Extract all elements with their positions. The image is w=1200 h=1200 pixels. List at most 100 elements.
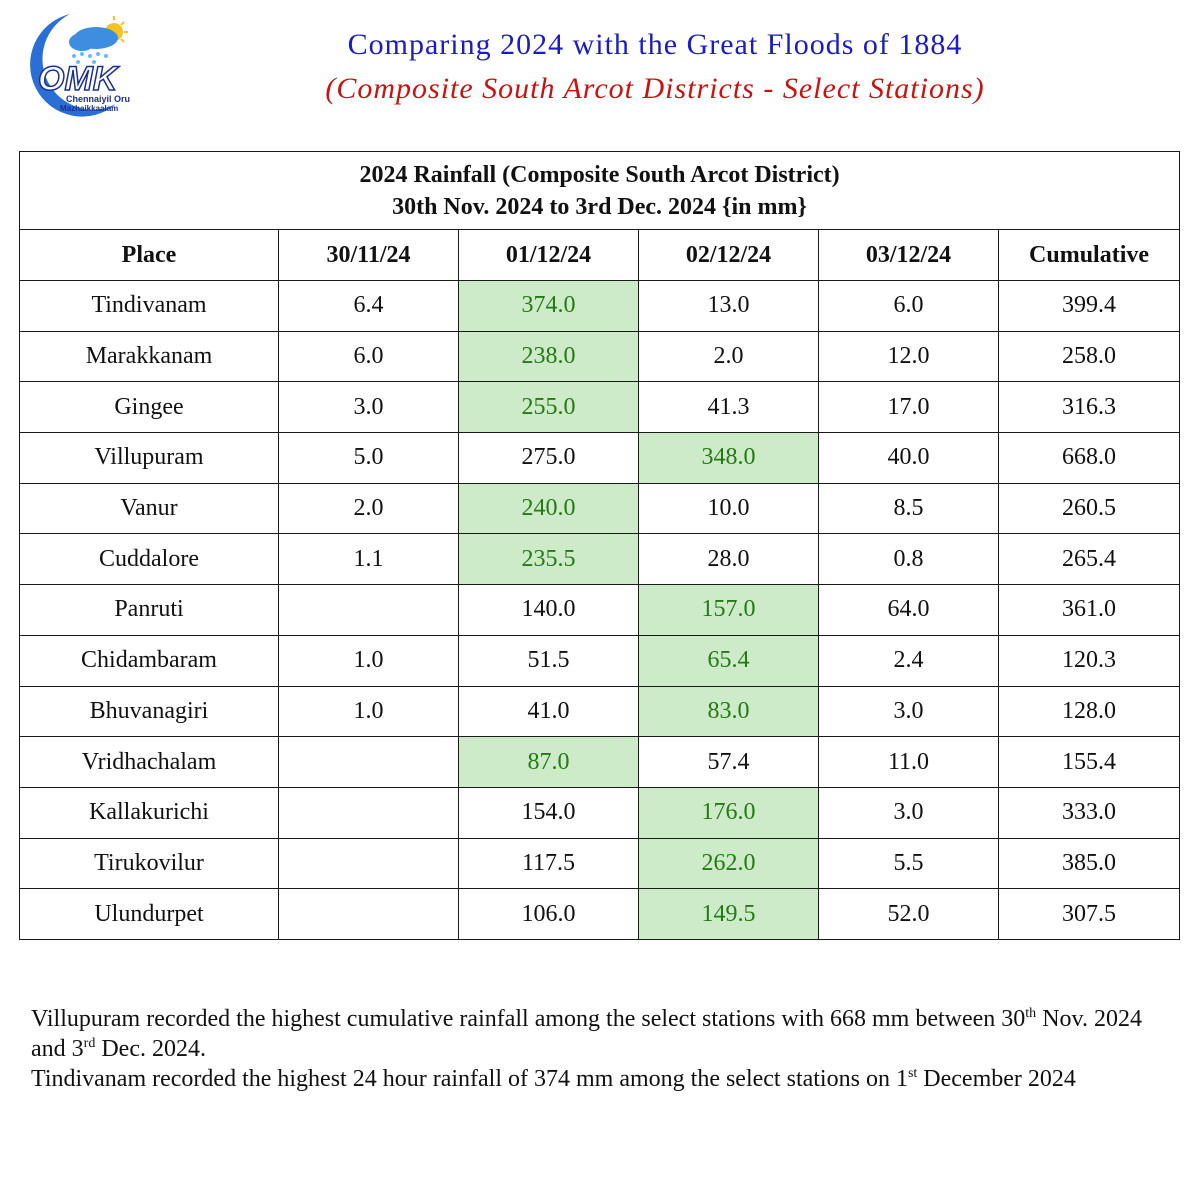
- rainfall-cell: 361.0: [997, 584, 1181, 636]
- rainfall-cell: 399.4: [997, 280, 1181, 332]
- place-cell: Panruti: [19, 584, 279, 636]
- note-cumulative: Villupuram recorded the highest cumulati…: [31, 1004, 1161, 1064]
- rainfall-cell: 41.0: [458, 685, 639, 738]
- rainfall-cell: 260.5: [997, 482, 1181, 535]
- rainfall-cell: 255.0: [458, 381, 639, 434]
- omk-logo: OMK Chennaiyil Oru Mazhaikkaalam: [8, 8, 138, 118]
- table-row: Gingee 3.0 255.0 41.3 17.0 316.3: [19, 381, 1181, 434]
- rainfall-cell: 8.5: [818, 482, 999, 535]
- note-text: Nov. 2024 and 3: [31, 1006, 1142, 1062]
- table-header-row: Place 30/11/24 01/12/24 02/12/24 03/12/24 Cum…: [19, 229, 1181, 281]
- rainfall-cell: 87.0: [458, 736, 639, 788]
- table-caption-line-2: 30th Nov. 2024 to 3rd Dec. 2024 {in mm}: [392, 193, 807, 220]
- note-sup: rd: [83, 1036, 96, 1051]
- rainfall-cell: 157.0: [638, 584, 819, 636]
- place-cell: Villupuram: [19, 432, 279, 484]
- rainfall-cell: [278, 736, 459, 788]
- place-cell: Tindivanam: [19, 280, 279, 332]
- rainfall-cell: 235.5: [458, 533, 639, 586]
- rainfall-cell: 65.4: [638, 634, 819, 687]
- rainfall-cell: 238.0: [458, 330, 639, 383]
- table-row: Villupuram 5.0 275.0 348.0 40.0 668.0: [19, 432, 1181, 484]
- table-row: Tindivanam 6.4 374.0 13.0 6.0 399.4: [19, 280, 1181, 332]
- rainfall-cell: 83.0: [638, 685, 819, 738]
- rainfall-cell: 1.1: [278, 533, 459, 586]
- note-text: December 2024: [917, 1066, 1076, 1092]
- rainfall-cell: 2.0: [638, 330, 819, 383]
- table-row: Vanur 2.0 240.0 10.0 8.5 260.5: [19, 482, 1181, 535]
- rainfall-cell: 2.0: [278, 482, 459, 535]
- rainfall-cell: 154.0: [458, 786, 639, 839]
- rainfall-cell: 57.4: [638, 736, 819, 788]
- rainfall-cell: 120.3: [997, 634, 1181, 687]
- rainfall-cell: 106.0: [458, 888, 639, 940]
- rainfall-cell: [278, 786, 459, 839]
- rainfall-cell: [278, 584, 459, 636]
- rainfall-cell: 316.3: [997, 381, 1181, 434]
- rainfall-cell: 668.0: [997, 432, 1181, 484]
- column-header: 02/12/24: [638, 229, 819, 281]
- rainfall-cell: 11.0: [818, 736, 999, 788]
- rainfall-cell: 275.0: [458, 432, 639, 484]
- rainfall-cell: 3.0: [278, 381, 459, 434]
- place-cell: Gingee: [19, 381, 279, 434]
- rainfall-cell: 10.0: [638, 482, 819, 535]
- logo-graphic: OMK: [30, 14, 128, 117]
- page-title: Comparing 2024 with the Great Floods of …: [347, 28, 963, 61]
- rainfall-cell: 155.4: [997, 736, 1181, 788]
- rainfall-cell: 41.3: [638, 381, 819, 434]
- table-row: Chidambaram 1.0 51.5 65.4 2.4 120.3: [19, 634, 1181, 687]
- column-header: Place: [19, 229, 279, 281]
- rainfall-cell: 265.4: [997, 533, 1181, 586]
- rainfall-cell: 176.0: [638, 786, 819, 839]
- rainfall-cell: 40.0: [818, 432, 999, 484]
- rainfall-cell: 240.0: [458, 482, 639, 535]
- column-header: 30/11/24: [278, 229, 459, 281]
- table-row: Bhuvanagiri 1.0 41.0 83.0 3.0 128.0: [19, 685, 1181, 738]
- place-cell: Ulundurpet: [19, 888, 279, 940]
- column-header: 01/12/24: [458, 229, 639, 281]
- notes: Villupuram recorded the highest cumulati…: [31, 1004, 1161, 1094]
- table-row: Kallakurichi 154.0 176.0 3.0 333.0: [19, 786, 1181, 839]
- rainfall-cell: 12.0: [818, 330, 999, 383]
- rainfall-cell: [278, 888, 459, 940]
- rainfall-cell: 3.0: [818, 786, 999, 839]
- table-row: Marakkanam 6.0 238.0 2.0 12.0 258.0: [19, 330, 1181, 383]
- rainfall-cell: 117.5: [458, 837, 639, 890]
- table-caption: 2024 Rainfall (Composite South Arcot Dis…: [18, 151, 1181, 230]
- place-cell: Kallakurichi: [19, 786, 279, 839]
- rainfall-cell: 28.0: [638, 533, 819, 586]
- table-row: Cuddalore 1.1 235.5 28.0 0.8 265.4: [19, 533, 1181, 586]
- rainfall-cell: 128.0: [997, 685, 1181, 738]
- logo-tagline-1: Chennaiyil Oru: [66, 94, 131, 104]
- page-subtitle: (Composite South Arcot Districts - Selec…: [325, 72, 985, 105]
- table-row: Tirukovilur 117.5 262.0 5.5 385.0: [19, 837, 1181, 890]
- rainfall-cell: 6.4: [278, 280, 459, 332]
- rainfall-cell: 3.0: [818, 685, 999, 738]
- note-text: Villupuram recorded the highest cumulati…: [31, 1006, 1026, 1032]
- rainfall-cell: 348.0: [638, 432, 819, 484]
- note-text: Dec. 2024.: [95, 1036, 206, 1062]
- rainfall-table: 2024 Rainfall (Composite South Arcot Dis…: [18, 151, 1181, 940]
- rainfall-cell: 51.5: [458, 634, 639, 687]
- rainfall-cell: 333.0: [997, 786, 1181, 839]
- rainfall-cell: 1.0: [278, 685, 459, 738]
- rainfall-cell: 149.5: [638, 888, 819, 940]
- place-cell: Chidambaram: [19, 634, 279, 687]
- rainfall-cell: 307.5: [997, 888, 1181, 940]
- rainfall-cell: 262.0: [638, 837, 819, 890]
- logo-letters: OMK: [38, 60, 120, 98]
- rainfall-cell: 374.0: [458, 280, 639, 332]
- place-cell: Bhuvanagiri: [19, 685, 279, 738]
- rainfall-cell: 5.0: [278, 432, 459, 484]
- rainfall-cell: 17.0: [818, 381, 999, 434]
- place-cell: Vanur: [19, 482, 279, 535]
- place-cell: Cuddalore: [19, 533, 279, 586]
- rainfall-cell: 5.5: [818, 837, 999, 890]
- rainfall-cell: 6.0: [818, 280, 999, 332]
- rainfall-cell: 13.0: [638, 280, 819, 332]
- column-header: Cumulative: [997, 229, 1181, 281]
- place-cell: Vridhachalam: [19, 736, 279, 788]
- note-sup: st: [907, 1066, 918, 1081]
- place-cell: Tirukovilur: [19, 837, 279, 890]
